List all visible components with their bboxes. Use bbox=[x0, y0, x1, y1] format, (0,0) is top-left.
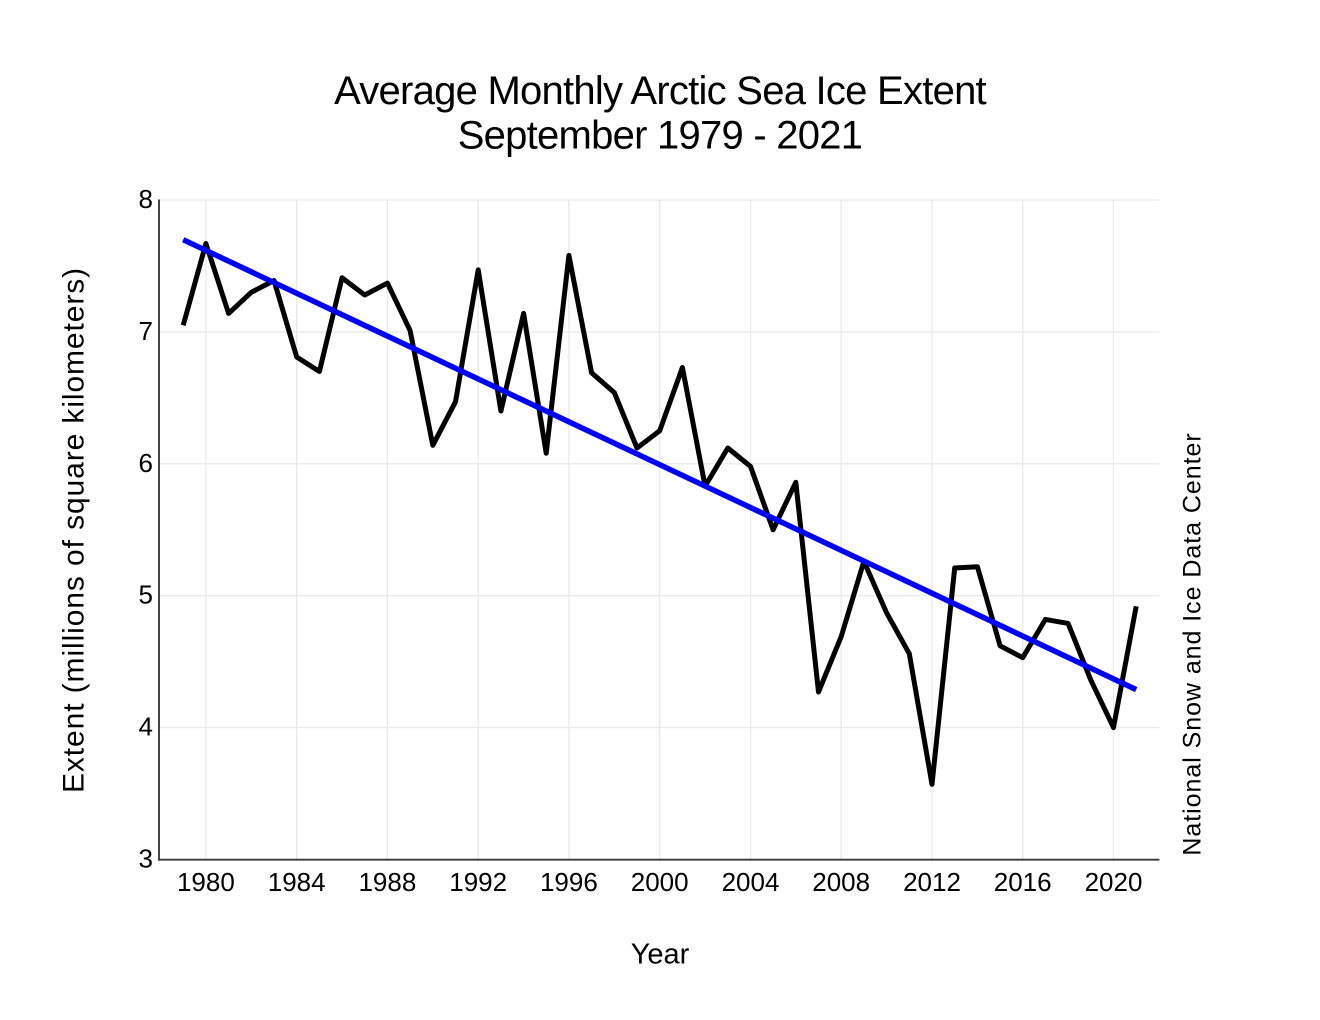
svg-text:6: 6 bbox=[139, 448, 153, 478]
svg-text:1980: 1980 bbox=[177, 867, 235, 897]
svg-text:2012: 2012 bbox=[903, 867, 961, 897]
svg-text:Extent (millions of square kil: Extent (millions of square kilometers) bbox=[58, 267, 91, 793]
svg-text:Average Monthly Arctic Sea Ice: Average Monthly Arctic Sea Ice Extent bbox=[334, 69, 986, 113]
svg-text:1984: 1984 bbox=[268, 867, 326, 897]
svg-text:2008: 2008 bbox=[812, 867, 870, 897]
svg-text:8: 8 bbox=[139, 184, 153, 214]
svg-text:1988: 1988 bbox=[358, 867, 416, 897]
svg-text:2016: 2016 bbox=[994, 867, 1052, 897]
svg-text:1992: 1992 bbox=[449, 867, 507, 897]
svg-text:2020: 2020 bbox=[1085, 867, 1143, 897]
svg-text:National Snow and Ice Data Cen: National Snow and Ice Data Center bbox=[1179, 432, 1207, 855]
svg-text:Year: Year bbox=[631, 939, 690, 971]
svg-text:4: 4 bbox=[139, 712, 153, 742]
svg-text:5: 5 bbox=[139, 580, 153, 610]
svg-text:2004: 2004 bbox=[722, 867, 780, 897]
svg-text:September 1979 - 2021: September 1979 - 2021 bbox=[458, 114, 863, 158]
svg-text:1996: 1996 bbox=[540, 867, 598, 897]
svg-text:2000: 2000 bbox=[631, 867, 689, 897]
svg-text:3: 3 bbox=[139, 844, 153, 874]
svg-text:7: 7 bbox=[139, 316, 153, 346]
